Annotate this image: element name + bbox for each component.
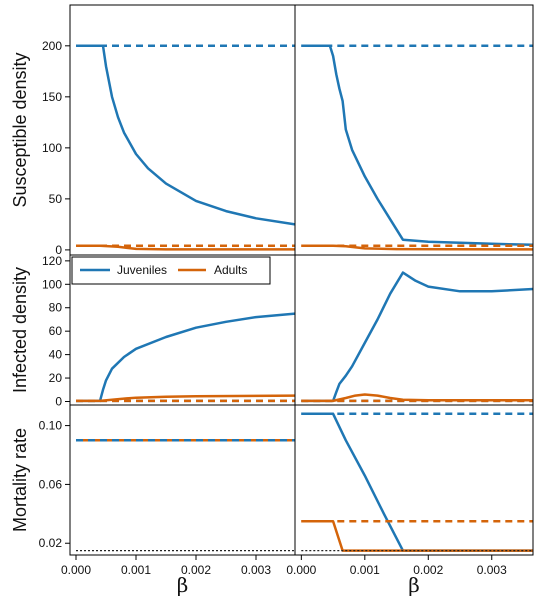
susceptible-right-frame	[294, 4, 534, 256]
mortality-left-y-tick-label: 0.06	[39, 477, 63, 491]
infected-left-juveniles-solid-line	[76, 312, 296, 403]
infected-right-juveniles-solid-line	[301, 271, 534, 403]
susceptible-left-y-tick-label: 200	[42, 39, 62, 53]
susceptible-left-juveniles-solid-line	[76, 44, 296, 226]
susceptible-left-ylabel: Susceptible density	[10, 52, 30, 207]
mortality-left-frame	[69, 404, 296, 556]
mortality-right-xlabel: β	[408, 573, 420, 597]
legend-label-adults: Adults	[214, 263, 247, 277]
mortality-left-x-tick-label: 0.002	[181, 563, 211, 577]
infected-right-frame	[294, 254, 534, 406]
infected-left-y-tick-label: 120	[42, 254, 62, 268]
infected-left-y-tick-label: 80	[49, 301, 63, 315]
infected-left-y-tick-label: 0	[55, 394, 62, 408]
infected-left-ylabel: Infected density	[10, 267, 30, 393]
mortality-left-ylabel: Mortality rate	[10, 428, 30, 532]
infected-left-y-tick-label: 20	[49, 371, 63, 385]
susceptible-left-y-tick-label: 100	[42, 141, 62, 155]
infected-left-y-tick-label: 40	[49, 348, 63, 362]
mortality-left-x-tick-label: 0.003	[241, 563, 271, 577]
mortality-left-x-tick-label: 0.001	[121, 563, 151, 577]
mortality-right-frame	[294, 404, 534, 556]
mortality-right-adults-solid-line	[301, 519, 533, 552]
mortality-left-x-tick-label: 0.000	[61, 563, 91, 577]
infected-left-y-tick-label: 100	[42, 277, 62, 291]
mortality-left-y-tick-label: 0.10	[39, 419, 63, 433]
mortality-left-y-tick-label: 0.02	[39, 536, 63, 550]
legend-label-juveniles: Juveniles	[117, 263, 167, 277]
mortality-left-xlabel: β	[177, 573, 189, 597]
susceptible-left-frame	[69, 4, 296, 256]
susceptible-left-y-tick-label: 0	[55, 243, 62, 257]
mortality-right-x-tick-label: 0.000	[286, 563, 316, 577]
mortality-right-x-tick-label: 0.001	[350, 563, 380, 577]
susceptible-left-y-tick-label: 50	[49, 192, 63, 206]
mortality-right-x-tick-label: 0.003	[477, 563, 507, 577]
infected-left-y-tick-label: 60	[49, 324, 63, 338]
susceptible-left-adults-solid-line	[76, 244, 295, 251]
susceptible-left-y-tick-label: 150	[42, 90, 62, 104]
susceptible-right-juveniles-solid-line	[301, 44, 534, 247]
mortality-right-x-tick-label: 0.002	[413, 563, 443, 577]
